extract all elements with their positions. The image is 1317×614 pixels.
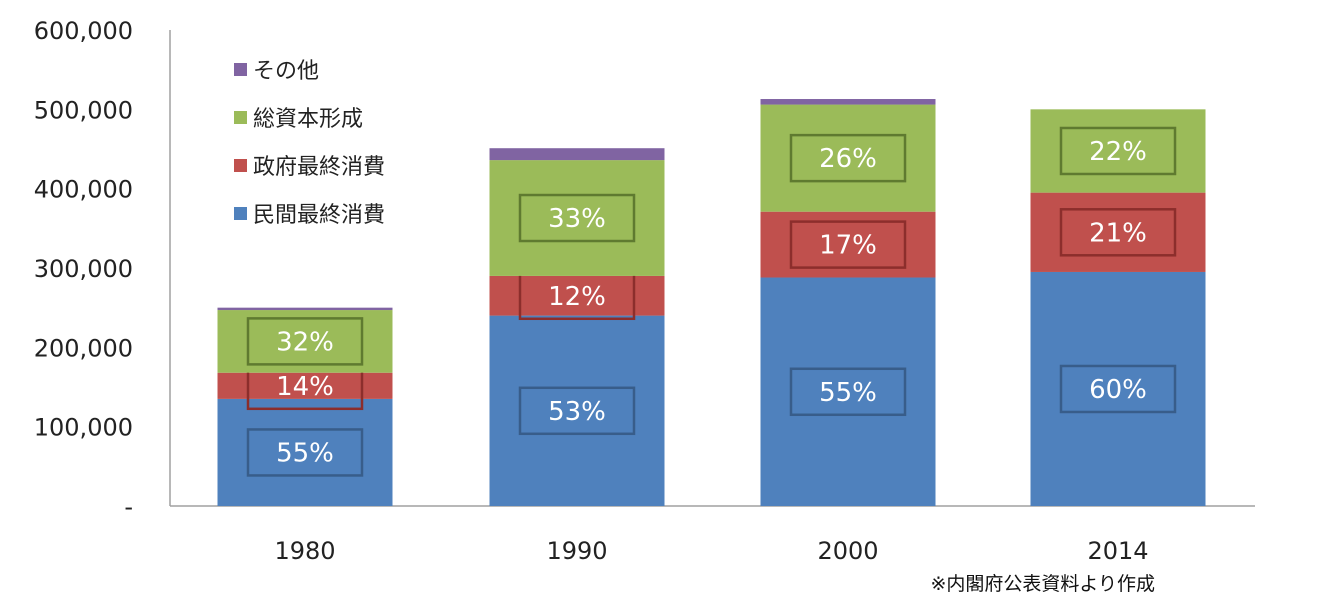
data-label-box xyxy=(789,133,907,183)
x-tick-label: 2014 xyxy=(1087,537,1148,565)
x-axis-tick-labels: 1980 1990 2000 2014 xyxy=(274,537,1148,565)
data-label: 60% xyxy=(1089,375,1147,405)
bar-segment xyxy=(217,307,393,311)
data-label: 14% xyxy=(276,372,334,402)
data-label: 17% xyxy=(819,231,877,261)
bar-group-1980: 55% 14% 32% xyxy=(217,307,393,506)
bar-segment xyxy=(217,310,393,373)
bar-segment xyxy=(217,372,393,399)
y-tick-label: 300,000 xyxy=(34,255,133,283)
bar-segment xyxy=(1030,271,1206,506)
legend-label: 総資本形成 xyxy=(253,107,363,132)
y-axis-tick-labels: - 100,000 200,000 300,000 400,000 500,000 600,… xyxy=(34,17,133,521)
data-label: 12% xyxy=(548,282,606,312)
source-note: ※内閣府公表資料より作成 xyxy=(930,573,1155,595)
bar-segment xyxy=(217,398,393,506)
data-label: 32% xyxy=(276,327,334,357)
bar-segment xyxy=(1030,109,1206,193)
data-label-box xyxy=(1059,208,1177,257)
data-label-box xyxy=(246,428,364,477)
legend-swatch xyxy=(234,63,247,76)
y-tick-label: 600,000 xyxy=(34,17,133,45)
data-label: 22% xyxy=(1089,137,1147,167)
y-tick-label: 400,000 xyxy=(34,176,133,204)
x-tick-label: 1990 xyxy=(546,537,607,565)
bar-segment xyxy=(760,99,936,105)
bar-group-1990: 53% 12% 33% xyxy=(489,148,665,506)
data-label: 33% xyxy=(548,204,606,234)
x-tick-label: 2000 xyxy=(817,537,878,565)
data-label: 21% xyxy=(1089,218,1147,248)
legend-label: 政府最終消費 xyxy=(253,155,385,180)
data-label-box xyxy=(1059,126,1177,176)
legend-swatch xyxy=(234,207,247,220)
bar-segment xyxy=(760,277,936,506)
data-label: 55% xyxy=(819,378,877,408)
data-label-box xyxy=(789,367,907,417)
bar-segment xyxy=(489,315,665,506)
legend-label: 民間最終消費 xyxy=(253,203,385,228)
data-label-box xyxy=(1059,364,1177,414)
bar-segment xyxy=(489,275,665,316)
data-label-box xyxy=(789,220,907,269)
legend-swatch xyxy=(234,159,247,172)
bar-group-2014: 60% 21% 22% xyxy=(1030,109,1206,506)
y-tick-label: 500,000 xyxy=(34,96,133,124)
bar-group-2000: 55% 17% 26% xyxy=(760,99,936,506)
data-label-box xyxy=(518,193,636,243)
bar-segment xyxy=(1030,192,1206,272)
bar-segment xyxy=(760,104,936,212)
legend-swatch xyxy=(234,111,247,124)
data-label-box xyxy=(246,317,364,366)
y-tick-label: 100,000 xyxy=(34,414,133,442)
data-label: 55% xyxy=(276,438,334,468)
data-label: 53% xyxy=(548,397,606,427)
legend-label: その他 xyxy=(253,59,319,84)
y-tick-label: - xyxy=(124,493,133,521)
bar-segment xyxy=(489,148,665,161)
y-tick-label: 200,000 xyxy=(34,334,133,362)
data-label-box xyxy=(518,386,636,436)
data-label: 26% xyxy=(819,144,877,174)
x-tick-label: 1980 xyxy=(274,537,335,565)
bar-segment xyxy=(489,160,665,276)
bar-groups: 55% 14% 32% 53% 12% 33% 55% 17% 26% 60% 21% 22% xyxy=(217,99,1206,506)
